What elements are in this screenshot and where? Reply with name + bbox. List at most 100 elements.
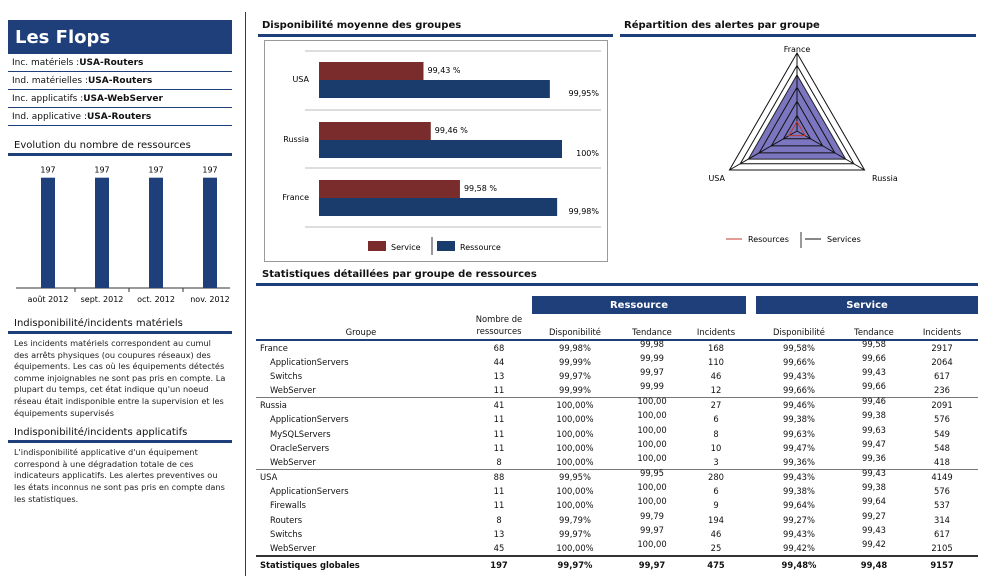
row-label: France <box>256 339 466 355</box>
gap-cell <box>746 498 756 512</box>
table-cell: 99,43% <box>783 529 815 540</box>
resource-bar <box>319 140 562 158</box>
table-row: Routers 8 99,79% 99,79 194 99,27% 99,27 314 <box>256 511 978 527</box>
table-cell: 11 <box>493 442 505 453</box>
table-cell: 99,38% <box>783 414 815 425</box>
table-cell: 99,98 <box>618 335 686 351</box>
table-cell: 110 <box>708 356 724 367</box>
row-label: WebServer <box>270 457 316 468</box>
legend-swatch <box>368 241 386 251</box>
table-cell: 194 <box>708 514 724 525</box>
col-gap <box>746 314 756 341</box>
category-label: France <box>282 193 309 202</box>
brand-title: Les Flops <box>8 20 232 54</box>
radar-axis-label: France <box>784 45 811 54</box>
table-cell: 100,00% <box>556 543 594 554</box>
indicator-value: USA-WebServer <box>83 94 163 104</box>
col-group-service: Service <box>756 296 978 314</box>
bar-value-label: 99,43 % <box>427 66 460 75</box>
table-row: ApplicationServers 44 99,99% 99,99 110 99,66%… <box>256 353 978 368</box>
table-cell: 168 <box>686 339 746 355</box>
availability-panel: USA 99,43 % 99,95% Russia 99,46 % 100% France 9… <box>264 40 608 262</box>
indicator-label: Ind. applicative : <box>12 112 87 122</box>
bar-value-label: 197 <box>94 166 109 175</box>
radar-grid <box>728 52 866 171</box>
indicator-value: USA-Routers <box>88 76 153 86</box>
table-cell: 99,38 <box>862 482 886 493</box>
gap-cell <box>746 369 756 383</box>
bar-value-label: 99,98% <box>568 207 599 216</box>
table-cell: 99,97% <box>532 554 618 574</box>
table-cell: 41 <box>466 397 532 412</box>
gap-cell <box>746 354 756 368</box>
table-cell: 99,95% <box>532 469 618 484</box>
evolution-bar <box>203 177 217 288</box>
table-row: WebServer 11 99,99% 99,99 12 99,66% 99,66 236 <box>256 381 978 397</box>
x-tick-label: oct. 2012 <box>137 295 175 304</box>
legend-label: Resources <box>748 235 789 244</box>
gap-cell <box>746 513 756 527</box>
row-label: ApplicationServers <box>270 486 349 497</box>
table-cell: 99,79% <box>559 514 591 525</box>
table-cell: 99,38 <box>862 410 886 421</box>
table-cell: 2064 <box>931 356 953 367</box>
table-cell: 46 <box>710 370 722 381</box>
table-cell: 8 <box>713 428 719 439</box>
table-cell: 11 <box>493 385 505 396</box>
row-label: Routers <box>270 514 303 525</box>
gap-cell <box>746 383 756 397</box>
gap-cell <box>746 469 756 484</box>
table-title: Statistiques détaillées par groupe de re… <box>262 269 537 280</box>
column-divider <box>245 12 246 576</box>
table-cell: 13 <box>493 370 505 381</box>
table-cell: 27 <box>686 397 746 412</box>
table-cell: 99,43% <box>756 469 842 484</box>
table-cell: 99,47% <box>783 442 815 453</box>
table-cell: 8 <box>496 457 502 468</box>
availability-underline <box>258 34 613 37</box>
table-cell: 100,00% <box>556 500 594 511</box>
col-res-incidents: Incidents <box>686 314 746 341</box>
table-cell: 99,43% <box>783 370 815 381</box>
row-label: ApplicationServers <box>270 356 349 367</box>
row-label: OracleServers <box>270 442 330 453</box>
radar-axis-label: USA <box>708 174 725 183</box>
hw-section-title: Indisponibilité/incidents matériels <box>8 318 232 334</box>
table-cell: 99,42 <box>862 539 886 550</box>
table-cell: 11 <box>493 486 505 497</box>
table-cell: 6 <box>713 414 719 425</box>
table-cell: 418 <box>934 457 950 468</box>
evolution-chart: 197 août 2012 197 sept. 2012 197 oct. 2012 197… <box>16 166 230 304</box>
table-cell: 548 <box>934 442 950 453</box>
table-row: Switchs 13 99,97% 99,97 46 99,43% 99,43 617 <box>256 367 978 383</box>
bar-value-label: 197 <box>40 166 55 175</box>
table-cell: 2105 <box>931 543 953 554</box>
table-cell: 13 <box>493 529 505 540</box>
table-row: MySQLServers 11 100,00% 100,00 8 99,63% 99,63 5… <box>256 425 978 440</box>
bar-value-label: 99,95% <box>568 89 599 98</box>
table-total-row: Statistiques globales 197 99,97% 99,97 475 99… <box>256 554 978 574</box>
table-cell: 99,66 <box>862 352 886 363</box>
table-row: Switchs 13 99,97% 99,97 46 99,43% 99,43 617 <box>256 525 978 541</box>
col-groupe: Groupe <box>256 296 466 341</box>
indicator-app-unavailability: Ind. applicative :USA-Routers <box>8 108 232 126</box>
radar-chart: France Russia USA Resources Services <box>708 45 898 248</box>
gap-cell <box>746 441 756 455</box>
x-tick-label: sept. 2012 <box>81 295 124 304</box>
table-row: Firewalls 11 100,00% 100,00 9 99,64% 99,64 537 <box>256 496 978 512</box>
table-group-row: USA 88 99,95% 99,95 280 99,43% 99,43 4149 <box>256 465 978 484</box>
table-cell: 99,99% <box>559 356 591 367</box>
table-cell: 99,99 <box>640 352 664 363</box>
table-cell: 100,00 <box>637 424 667 435</box>
x-tick-label: août 2012 <box>28 295 69 304</box>
app-section-text: L'indisponibilité applicative d'un équip… <box>14 447 225 504</box>
table-cell: 99,64% <box>783 500 815 511</box>
table-cell: 99,43 <box>862 366 886 377</box>
table-cell: 25 <box>710 543 722 554</box>
indicator-label: Inc. applicatifs : <box>12 94 84 104</box>
indicator-hw-unavailability: Ind. matérielles :USA-Routers <box>8 72 232 90</box>
table-cell: 99,46% <box>756 397 842 412</box>
table-cell: 314 <box>934 514 950 525</box>
bar-value-label: 197 <box>148 166 163 175</box>
table-cell: 99,97 <box>640 366 664 377</box>
